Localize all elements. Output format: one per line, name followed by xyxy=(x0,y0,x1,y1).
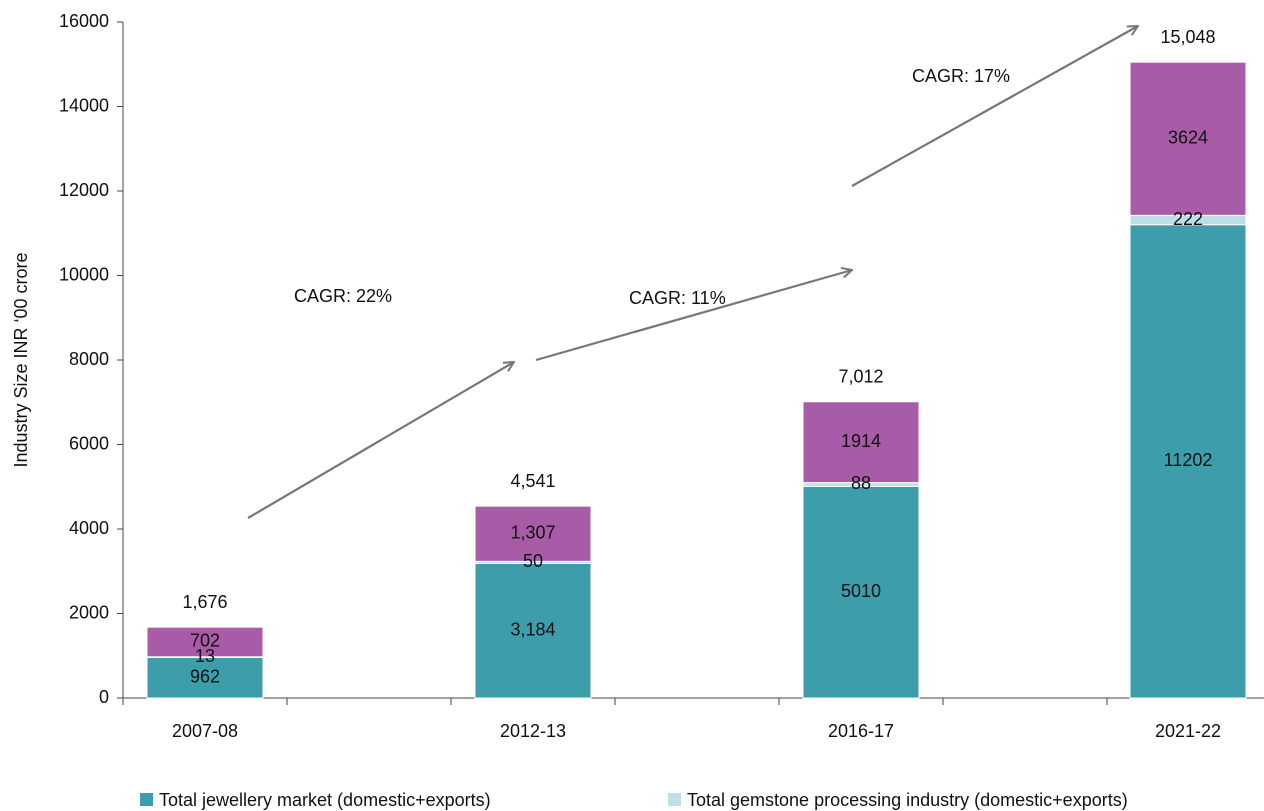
x-axis-ticks xyxy=(122,698,1108,705)
bar-segment xyxy=(1129,224,1247,699)
y-tick-label: 10000 xyxy=(59,264,109,284)
annotation: CAGR: 17% xyxy=(912,66,1010,86)
data-label: 962 xyxy=(190,666,220,686)
y-tick-label: 14000 xyxy=(59,95,109,115)
total-label: 4,541 xyxy=(510,471,555,491)
x-tick-label: 2007-08 xyxy=(172,721,238,741)
bar-segment xyxy=(474,562,592,699)
data-label: 3,184 xyxy=(510,619,555,639)
annotation: CAGR: 11% xyxy=(629,288,726,308)
data-label: 702 xyxy=(190,631,220,651)
arrow xyxy=(851,26,1138,187)
data-label: 5010 xyxy=(841,581,881,601)
annotation: CAGR: 22% xyxy=(294,286,392,306)
x-tick-label: 2016-17 xyxy=(828,721,894,741)
data-label: 50 xyxy=(523,551,543,571)
x-tick-label: 2021-22 xyxy=(1155,721,1221,741)
y-axis-label: Industry Size INR ‘00 crore xyxy=(11,252,31,467)
bar-segment xyxy=(802,485,920,699)
x-tick-label: 2012-13 xyxy=(500,721,566,741)
legend-label: Total jewellery market (domestic+exports… xyxy=(159,790,491,810)
total-label: 15,048 xyxy=(1160,27,1215,47)
total-label: 1,676 xyxy=(182,592,227,612)
y-tick-label: 6000 xyxy=(69,433,109,453)
y-tick-label: 2000 xyxy=(69,602,109,622)
y-tick-label: 12000 xyxy=(59,180,109,200)
total-label: 7,012 xyxy=(838,366,883,386)
legend-swatch xyxy=(140,793,153,806)
arrow xyxy=(247,362,514,519)
bar-segment xyxy=(146,626,264,658)
bar-segment xyxy=(1129,61,1247,216)
data-label: 11202 xyxy=(1164,450,1213,470)
data-label: 3624 xyxy=(1168,128,1208,148)
y-tick-label: 0 xyxy=(99,687,109,707)
legend-swatch xyxy=(668,793,681,806)
data-label: 13 xyxy=(195,646,215,666)
arrow xyxy=(535,270,852,362)
y-tick-label: 8000 xyxy=(69,349,109,369)
legend-label: Total gemstone processing industry (dome… xyxy=(687,790,1128,810)
y-tick-label: 4000 xyxy=(69,518,109,538)
data-label: 1,307 xyxy=(510,523,555,543)
data-label: 1914 xyxy=(841,431,881,451)
data-label: 222 xyxy=(1173,209,1203,229)
y-tick-label: 16000 xyxy=(59,11,109,31)
bar-segment xyxy=(802,401,920,484)
bar-segment xyxy=(474,505,592,562)
data-label: 88 xyxy=(851,473,871,493)
